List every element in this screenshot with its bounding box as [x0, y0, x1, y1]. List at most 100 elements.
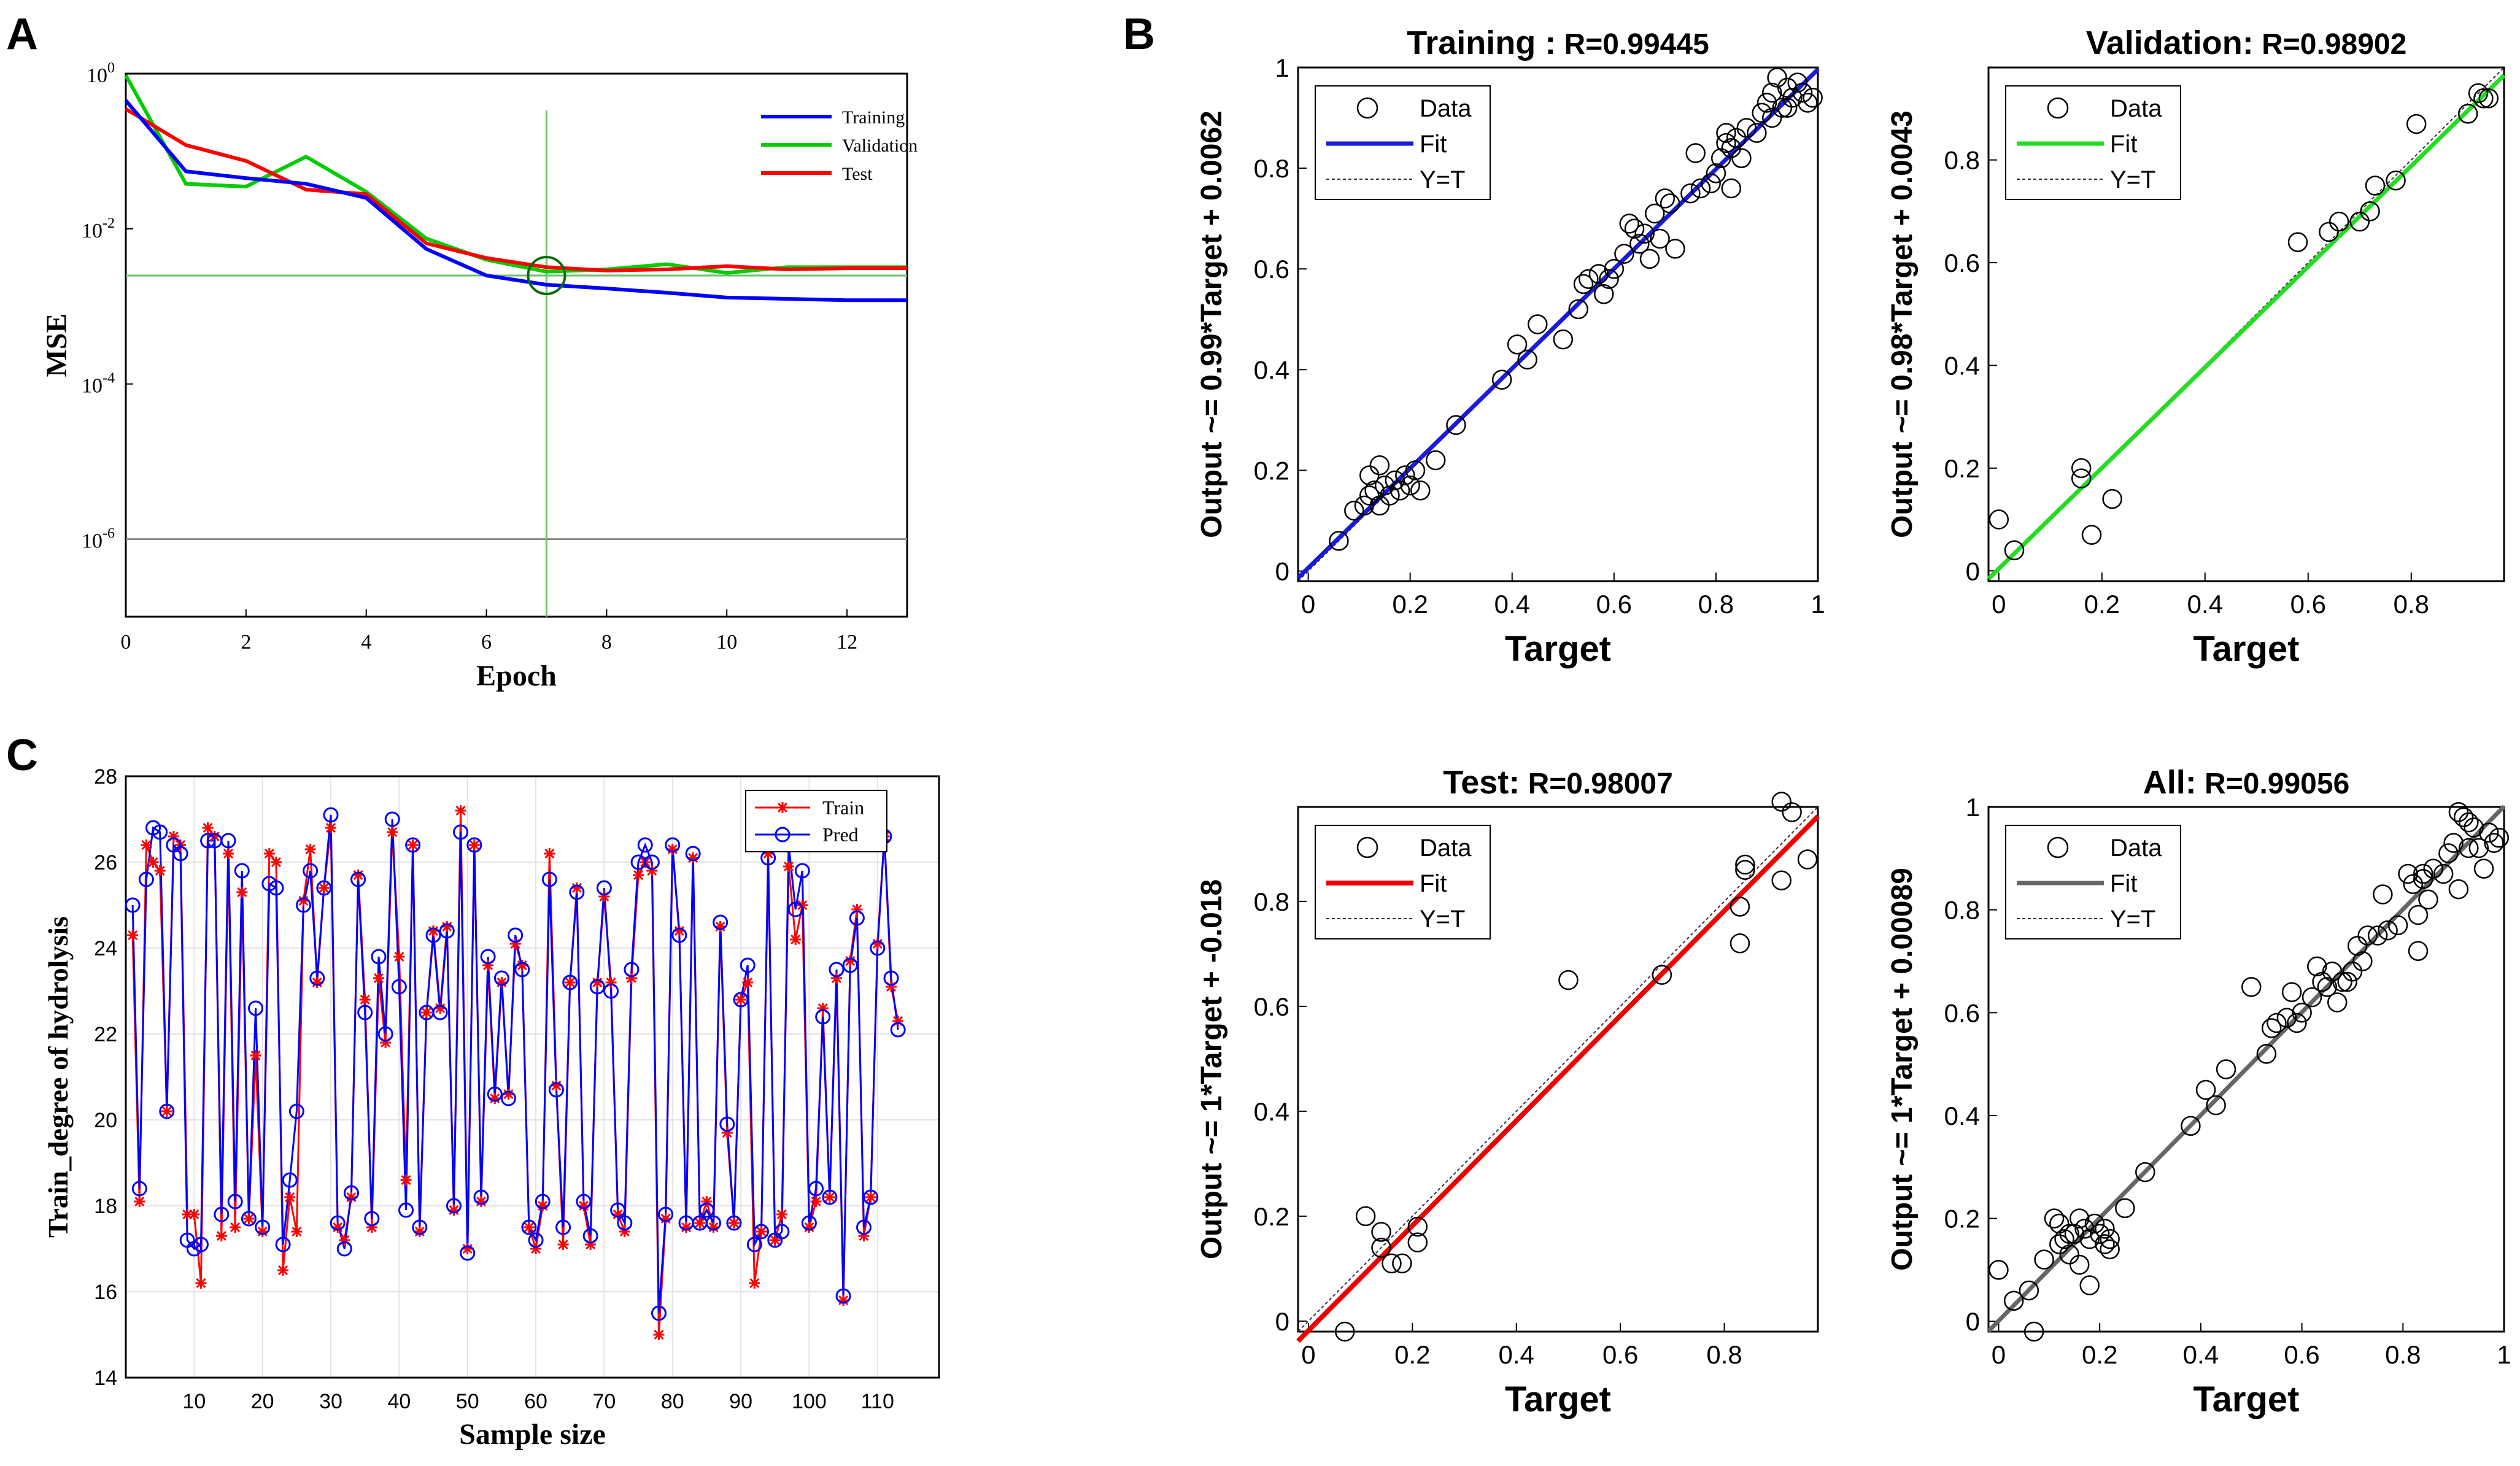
mse-y-tick-base: 10 [82, 220, 102, 242]
hyd-pred-point [487, 1086, 503, 1102]
hyd-pred-point [350, 871, 366, 887]
test_reg-data-point [1797, 849, 1818, 870]
all_reg-data-point [2387, 915, 2408, 936]
valid_reg-legend-label: Y=T [2110, 166, 2155, 193]
hyd-train-point [537, 1200, 549, 1211]
hyd-pred-point [288, 1103, 304, 1119]
mse-y-tick-exp: -4 [102, 371, 115, 387]
hyd-pred-point [357, 1005, 373, 1020]
all_reg-data-point [2408, 905, 2429, 925]
hyd-pred-point [501, 1090, 517, 1106]
hyd-pred-point [617, 1215, 633, 1231]
all_reg-data-point [2438, 843, 2459, 863]
hyd-pred-point [398, 1202, 414, 1218]
mse-chart: 0 2 4 6 8 10 1210010-210-410-6TrainingValidati… [41, 60, 918, 692]
train_reg-data-point [1359, 465, 1380, 485]
train_reg-data-point [1660, 193, 1680, 214]
hyd-pred-point [425, 927, 441, 943]
hyd-train-point [592, 977, 603, 988]
valid_reg-data-point [2457, 104, 2478, 124]
all_reg-data-point [2312, 971, 2332, 992]
train_reg-data-point [1528, 314, 1548, 334]
hyd-train-point [428, 925, 439, 936]
validation-regression-chart: Validation: R=0.98902 0 0.2 0.4 0.6 0.8 0 0.2 0.… [1886, 25, 2506, 669]
test_reg-y-tick-label: 0.4 [1254, 1097, 1289, 1126]
hyd-train-point [380, 1037, 392, 1048]
hyd-pred-point [268, 880, 284, 896]
panel-label-a: A [6, 10, 38, 59]
valid_reg-legend-label: Data [2110, 95, 2162, 122]
hyd-pred-point [719, 1116, 735, 1132]
all_reg-data-point [2079, 1229, 2100, 1249]
all_reg-data-point [2403, 874, 2424, 894]
all_reg-data-point [2418, 889, 2438, 910]
hyd-pred-point [576, 1194, 592, 1209]
train_reg-data-point [1762, 107, 1782, 128]
hyd-train-point [585, 1239, 597, 1250]
hyd-train-point [660, 1213, 671, 1224]
hyd-x-tick-label: 40 [387, 1390, 411, 1413]
test_reg-x-tick-label: 0.8 [1706, 1340, 1742, 1369]
hyd-train-point [455, 805, 466, 816]
hyd-pred-point [193, 1236, 209, 1252]
hyd-train-point [482, 960, 494, 971]
train_reg-y-tick-label: 1 [1275, 53, 1289, 82]
hyd-train-point [407, 839, 419, 851]
hyd-pred-point [589, 979, 605, 995]
mse-legend-label: Test [842, 164, 873, 184]
valid_reg-data-point [2360, 201, 2380, 222]
all_reg-data-point [2074, 1219, 2095, 1239]
hyd-train-point [420, 1007, 432, 1018]
test_reg-data-point [1371, 1222, 1391, 1242]
train_reg-data-point [1579, 269, 1599, 289]
hyd-pred-point [234, 863, 250, 879]
hyd-train-point [182, 1209, 193, 1220]
hyd-pred-point [835, 1288, 851, 1304]
all_reg-data-point [2484, 833, 2504, 853]
hyd-train-point [769, 1235, 781, 1246]
test_reg-data-point [1355, 1206, 1376, 1227]
hyd-pred-point [651, 1305, 667, 1321]
hyd-train-point [509, 938, 521, 949]
mse-legend-label: Training [842, 107, 905, 128]
hyd-pred-point [849, 910, 865, 926]
hyd-pred-point [521, 1219, 537, 1235]
all_reg-data-point [2206, 1095, 2226, 1116]
all_reg-data-point [2347, 936, 2368, 956]
hyd-train-point [612, 1209, 624, 1220]
train_reg-y-tick-label: 0 [1275, 557, 1289, 586]
hyd-pred-point [671, 927, 687, 943]
train_reg-x-tick-label: 0.8 [1698, 590, 1734, 619]
all_reg-y-tick-label: 0.4 [1944, 1101, 1980, 1130]
train_reg-x-tick-label: 1 [1811, 590, 1825, 619]
hyd-train-point [598, 891, 610, 902]
all_reg-legend-data-marker [2047, 836, 2069, 858]
test_reg-data-point [1334, 1321, 1355, 1342]
valid_reg-data-point [2004, 540, 2025, 561]
all_reg-data-point [2034, 1249, 2054, 1270]
hyd-train-point [810, 1196, 822, 1207]
valid_reg-data-point [2081, 525, 2102, 545]
mse-y-tick-label: 10-2 [82, 215, 115, 242]
all_reg-data-point [2413, 869, 2433, 889]
mse-y-tick-label: 100 [87, 60, 115, 87]
train_reg-data-point [1655, 188, 1675, 209]
hyd-legend-label: Train [822, 797, 864, 819]
train_reg-data-point [1588, 264, 1609, 284]
mse-x-tick-label: 2 [241, 631, 251, 654]
all_reg-legend-label: Data [2110, 835, 2162, 862]
all_reg-data-point [2019, 1280, 2039, 1301]
all_reg-x-tick-label: 1 [2497, 1340, 2511, 1369]
hyd-train-point [605, 977, 617, 988]
hyd-train-point [127, 930, 139, 941]
all_reg-data-point [2115, 1198, 2135, 1219]
hyd-pred-point [248, 1000, 264, 1016]
all_reg-data-point [2473, 858, 2494, 879]
hyd-train-point [414, 1226, 425, 1237]
hyd-pred-point [282, 1172, 298, 1188]
all_reg-y-tick-label: 1 [1966, 793, 1980, 822]
train_reg-data-point [1798, 93, 1818, 113]
hyd-train-point [277, 1265, 289, 1276]
all_reg-data-point [2433, 863, 2454, 884]
hyd-x-tick-label: 50 [456, 1390, 479, 1413]
